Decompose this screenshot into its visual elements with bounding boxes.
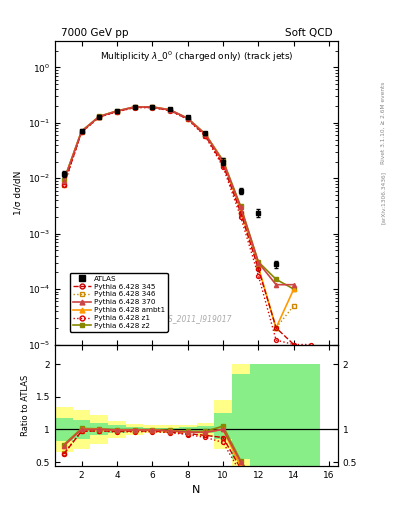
Text: Soft QCD: Soft QCD [285, 28, 332, 38]
Text: ATLAS_2011_I919017: ATLAS_2011_I919017 [150, 314, 232, 323]
Text: Multiplicity $\lambda\_0^0$ (charged only) (track jets): Multiplicity $\lambda\_0^0$ (charged onl… [100, 50, 293, 65]
X-axis label: N: N [192, 485, 201, 495]
Legend: ATLAS, Pythia 6.428 345, Pythia 6.428 346, Pythia 6.428 370, Pythia 6.428 ambt1,: ATLAS, Pythia 6.428 345, Pythia 6.428 34… [70, 273, 168, 332]
Text: Rivet 3.1.10, ≥ 2.6M events: Rivet 3.1.10, ≥ 2.6M events [381, 82, 386, 164]
Y-axis label: 1/σ dσ/dN: 1/σ dσ/dN [13, 170, 22, 215]
Text: [arXiv:1306.3436]: [arXiv:1306.3436] [381, 170, 386, 224]
Y-axis label: Ratio to ATLAS: Ratio to ATLAS [21, 375, 30, 436]
Text: 7000 GeV pp: 7000 GeV pp [61, 28, 128, 38]
